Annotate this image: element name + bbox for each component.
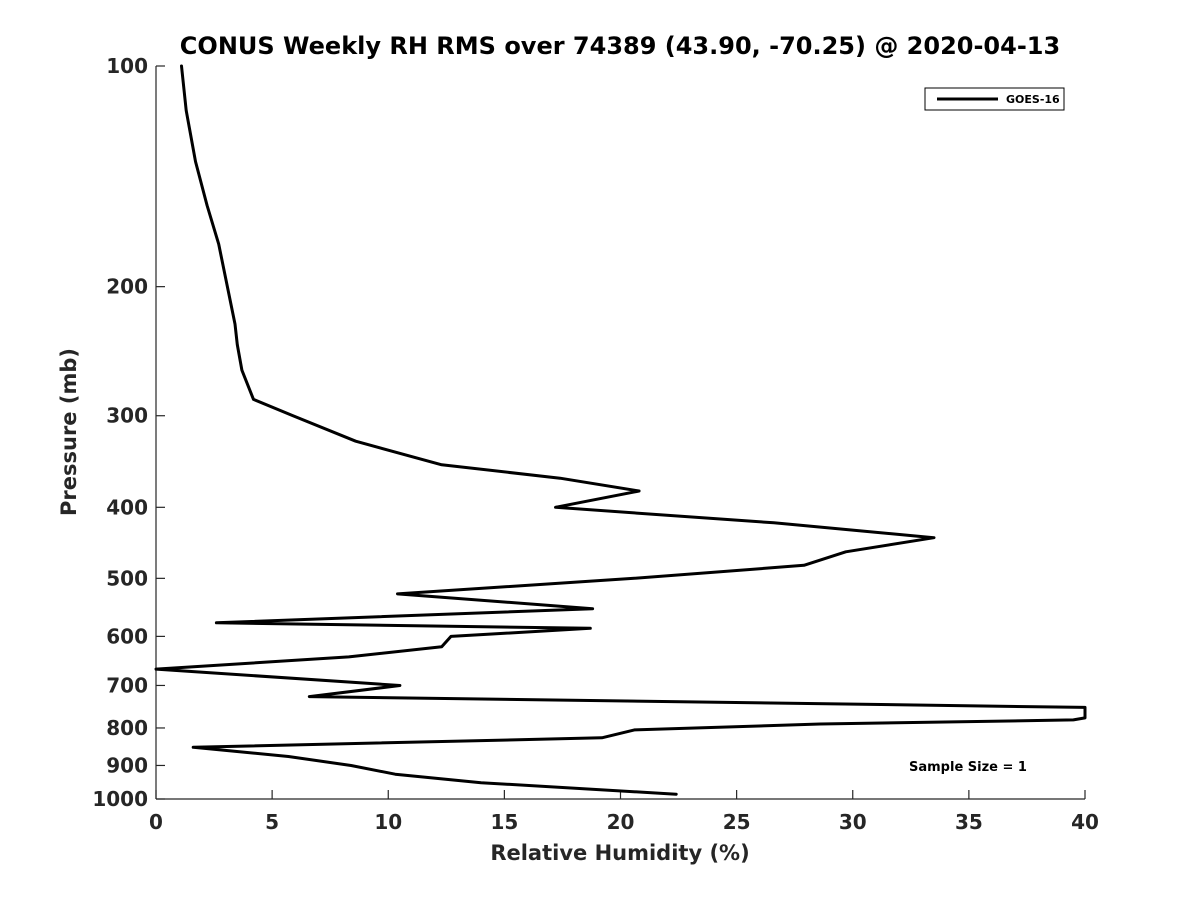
plot-area: 0 5 10 15 20 25 30 35 40 100 200 300 400 500 600 700 800… (92, 54, 1099, 834)
x-tick-label: 30 (839, 810, 867, 834)
legend-label-goes-16: GOES-16 (1006, 93, 1060, 106)
x-tick-label: 40 (1071, 810, 1099, 834)
y-tick-label: 300 (106, 404, 148, 428)
y-tick-label: 500 (106, 566, 148, 590)
sample-size-annotation: Sample Size = 1 (909, 760, 1027, 775)
x-tick-label: 20 (607, 810, 635, 834)
x-axis-label: Relative Humidity (%) (490, 841, 749, 865)
x-tick-label: 0 (149, 810, 163, 834)
x-tick-label: 35 (955, 810, 983, 834)
y-tick-label: 800 (106, 716, 148, 740)
x-tick-label: 15 (490, 810, 518, 834)
chart-title: CONUS Weekly RH RMS over 74389 (43.90, -… (180, 32, 1060, 60)
y-tick-label: 700 (106, 673, 148, 697)
series-line-goes-16 (154, 64, 1087, 796)
legend: GOES-16 (924, 87, 1065, 111)
x-tick-label: 25 (723, 810, 751, 834)
y-tick-label: 400 (106, 495, 148, 519)
y-tick-label: 900 (106, 753, 148, 777)
y-tick-label: 100 (106, 54, 148, 78)
x-tick-label: 10 (374, 810, 402, 834)
y-tick-label: 1000 (92, 787, 148, 811)
y-tick-label: 200 (106, 275, 148, 299)
y-tick-label: 600 (106, 624, 148, 648)
x-tick-label: 5 (265, 810, 279, 834)
y-axis-label: Pressure (mb) (57, 348, 81, 516)
